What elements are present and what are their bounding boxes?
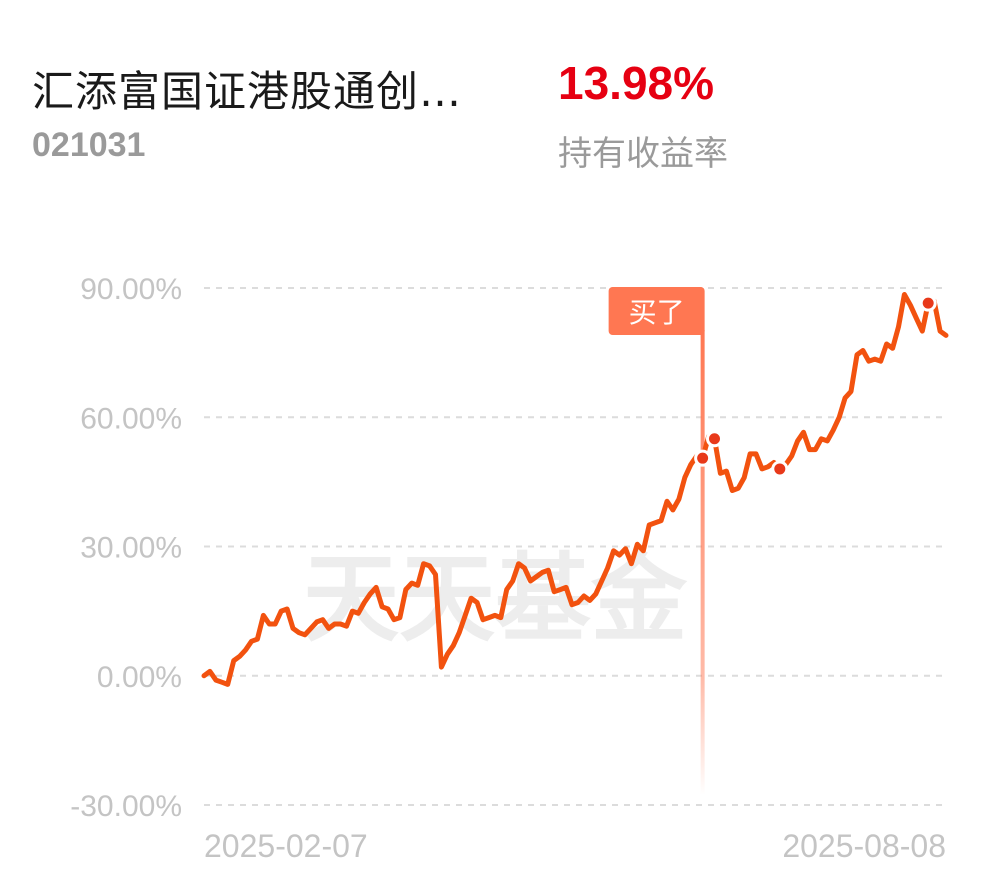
x-tick-label-start: 2025-02-07 <box>204 828 368 864</box>
fund-code: 021031 <box>32 126 146 164</box>
fund-header: 汇添富国证港股通创… 021031 13.98% 持有收益率 <box>0 0 990 200</box>
buy-marker-line <box>700 330 705 795</box>
transaction-point <box>694 449 712 467</box>
y-tick-label: 0.00% <box>97 661 182 694</box>
transaction-point <box>771 460 789 478</box>
buy-label: 买了 <box>629 296 685 329</box>
buy-label-box <box>608 287 705 335</box>
transaction-point <box>705 430 723 448</box>
series-line <box>201 292 949 687</box>
y-tick-label: 90.00% <box>80 273 182 306</box>
x-tick-label-end: 2025-08-08 <box>782 828 946 864</box>
y-tick-label: 30.00% <box>80 532 182 565</box>
y-tick-label: -30.00% <box>70 790 182 823</box>
y-tick-label: 60.00% <box>80 402 182 435</box>
transaction-point <box>919 294 937 312</box>
holding-return-value: 13.98% <box>558 57 715 109</box>
holding-return-label: 持有收益率 <box>558 134 728 174</box>
fund-name[interactable]: 汇添富国证港股通创… <box>32 67 463 116</box>
